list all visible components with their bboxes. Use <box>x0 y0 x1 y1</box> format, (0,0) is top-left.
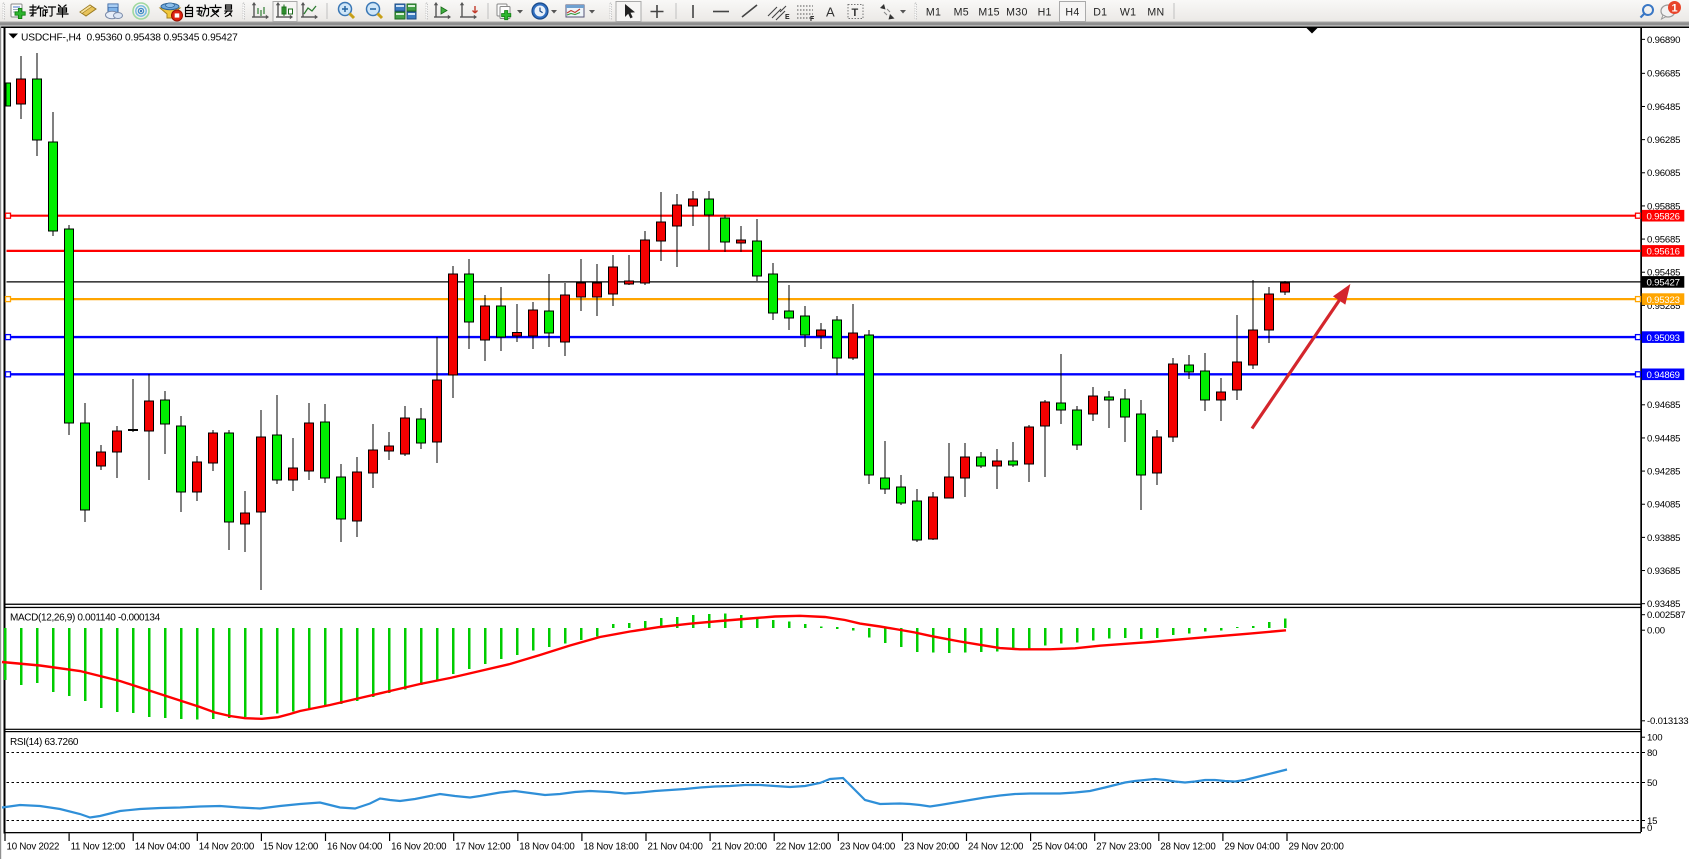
svg-text:0.93485: 0.93485 <box>1647 599 1680 610</box>
svg-text:USDCHF-,H4 0.95360 0.95438 0.: USDCHF-,H4 0.95360 0.95438 0.95345 0.954… <box>21 33 238 44</box>
svg-text:M1: M1 <box>926 7 941 19</box>
svg-text:M30: M30 <box>1006 7 1028 19</box>
svg-text:0.94485: 0.94485 <box>1647 433 1680 444</box>
svg-text:0.93685: 0.93685 <box>1647 566 1680 577</box>
svg-text:10 Nov 2022: 10 Nov 2022 <box>7 842 60 853</box>
svg-text:RSI(14) 63.7260: RSI(14) 63.7260 <box>10 737 79 748</box>
svg-text:F: F <box>810 16 815 23</box>
svg-text:MACD(12,26,9) 0.001140 -0.0001: MACD(12,26,9) 0.001140 -0.000134 <box>10 613 161 624</box>
svg-text:27 Nov 23:00: 27 Nov 23:00 <box>1096 842 1152 853</box>
svg-text:0.94685: 0.94685 <box>1647 400 1680 411</box>
svg-text:25 Nov 04:00: 25 Nov 04:00 <box>1032 842 1088 853</box>
svg-text:0.95285: 0.95285 <box>1647 301 1680 312</box>
svg-text:1: 1 <box>1671 3 1677 15</box>
svg-text:E: E <box>785 14 790 21</box>
svg-text:50: 50 <box>1647 778 1657 789</box>
svg-text:21 Nov 04:00: 21 Nov 04:00 <box>648 842 704 853</box>
svg-text:0.96485: 0.96485 <box>1647 102 1680 113</box>
svg-text:A: A <box>826 5 835 20</box>
svg-text:D1: D1 <box>1093 7 1107 19</box>
svg-text:24 Nov 12:00: 24 Nov 12:00 <box>968 842 1024 853</box>
svg-text:0.94869: 0.94869 <box>1647 370 1680 381</box>
svg-text:29 Nov 04:00: 29 Nov 04:00 <box>1224 842 1280 853</box>
svg-text:0.96285: 0.96285 <box>1647 135 1680 146</box>
svg-text:16 Nov 20:00: 16 Nov 20:00 <box>391 842 447 853</box>
svg-text:MN: MN <box>1147 7 1164 19</box>
svg-text:-0.013133: -0.013133 <box>1647 716 1688 727</box>
svg-text:0.95685: 0.95685 <box>1647 234 1680 245</box>
svg-text:H4: H4 <box>1065 7 1079 19</box>
svg-text:15 Nov 12:00: 15 Nov 12:00 <box>263 842 319 853</box>
svg-text:0.94285: 0.94285 <box>1647 466 1680 477</box>
svg-text:0.95093: 0.95093 <box>1647 333 1680 344</box>
svg-text:23 Nov 20:00: 23 Nov 20:00 <box>904 842 960 853</box>
svg-text:29 Nov 20:00: 29 Nov 20:00 <box>1289 842 1345 853</box>
svg-text:0.95485: 0.95485 <box>1647 268 1680 279</box>
svg-text:0.96085: 0.96085 <box>1647 168 1680 179</box>
svg-text:M5: M5 <box>954 7 969 19</box>
svg-text:18 Nov 18:00: 18 Nov 18:00 <box>583 842 639 853</box>
svg-text:0.95616: 0.95616 <box>1647 247 1680 258</box>
svg-text:17 Nov 12:00: 17 Nov 12:00 <box>455 842 511 853</box>
svg-text:23 Nov 04:00: 23 Nov 04:00 <box>840 842 896 853</box>
svg-text:15: 15 <box>1647 816 1657 827</box>
svg-text:80: 80 <box>1647 748 1657 759</box>
svg-text:0.96890: 0.96890 <box>1647 35 1680 46</box>
svg-text:18 Nov 04:00: 18 Nov 04:00 <box>519 842 575 853</box>
svg-text:T: T <box>852 7 859 19</box>
svg-text:21 Nov 20:00: 21 Nov 20:00 <box>712 842 768 853</box>
svg-text:0.94085: 0.94085 <box>1647 500 1680 511</box>
svg-text:0.00: 0.00 <box>1647 626 1665 637</box>
svg-text:0: 0 <box>1647 823 1652 834</box>
svg-text:0.95427: 0.95427 <box>1647 278 1680 289</box>
svg-text:100: 100 <box>1647 733 1662 744</box>
svg-text:22 Nov 12:00: 22 Nov 12:00 <box>776 842 832 853</box>
svg-text:0.95885: 0.95885 <box>1647 201 1680 212</box>
svg-text:14 Nov 04:00: 14 Nov 04:00 <box>135 842 191 853</box>
svg-text:M15: M15 <box>978 7 1000 19</box>
svg-text:0.93885: 0.93885 <box>1647 533 1680 544</box>
svg-text:0.96685: 0.96685 <box>1647 69 1680 80</box>
svg-text:0.95826: 0.95826 <box>1647 212 1680 223</box>
svg-text:11 Nov 12:00: 11 Nov 12:00 <box>71 842 126 853</box>
svg-text:H1: H1 <box>1038 7 1052 19</box>
svg-text:14 Nov 20:00: 14 Nov 20:00 <box>199 842 255 853</box>
svg-text:0.002587: 0.002587 <box>1647 610 1685 621</box>
svg-text:W1: W1 <box>1120 7 1137 19</box>
svg-text:28 Nov 12:00: 28 Nov 12:00 <box>1160 842 1216 853</box>
svg-text:16 Nov 04:00: 16 Nov 04:00 <box>327 842 383 853</box>
svg-text:0.95323: 0.95323 <box>1647 295 1680 306</box>
